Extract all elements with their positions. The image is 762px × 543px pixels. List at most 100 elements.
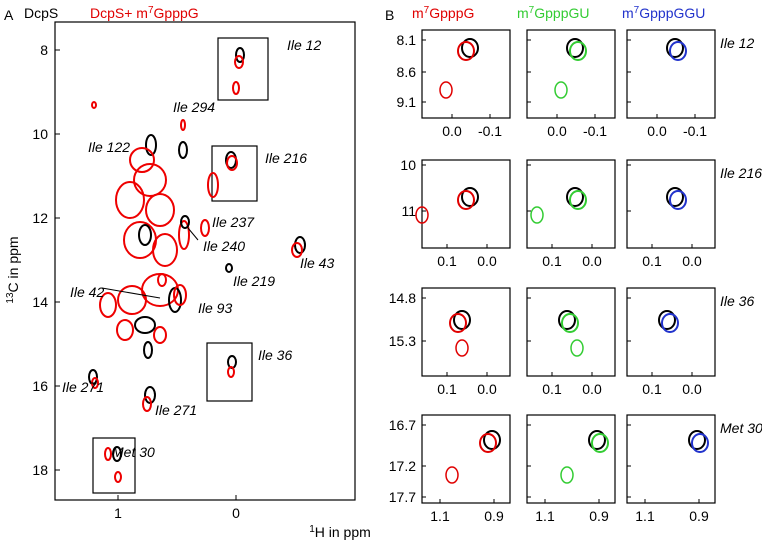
peak	[142, 396, 152, 412]
y-tick-label: 16	[32, 378, 48, 394]
peak	[114, 471, 122, 483]
text-part: 13	[5, 292, 16, 304]
peak-label: Ile 237	[212, 214, 255, 230]
peak	[227, 366, 235, 378]
peak-label: Ile 240	[203, 238, 245, 254]
y-tick-label: 10	[400, 157, 416, 173]
x-tick-label: 0.9	[689, 508, 709, 524]
peak-label: Ile 271	[62, 379, 104, 395]
row-label: Ile 216	[720, 165, 762, 181]
y-tick-label: 9.1	[397, 94, 417, 110]
peak	[226, 155, 238, 171]
y-tick-label: 12	[32, 210, 48, 226]
spectrum-box	[626, 287, 716, 377]
x-tick-label: 0.0	[582, 381, 602, 397]
text-part: m	[622, 5, 634, 21]
peak	[561, 313, 579, 333]
x-tick-label: 0.0	[547, 123, 567, 139]
x-tick-label: 0.1	[642, 253, 662, 269]
x-tick-label: 1.1	[635, 508, 655, 524]
legend-red: DcpS+ m7GpppG	[90, 5, 199, 22]
text-part: 1	[309, 524, 315, 535]
peak	[145, 193, 175, 227]
x-tick-label: 1.1	[430, 508, 450, 524]
spectrum-box	[626, 29, 716, 119]
text-part: 7	[148, 5, 154, 16]
leader	[101, 287, 161, 299]
peak	[104, 447, 112, 461]
spectrum-box	[626, 159, 716, 249]
peak	[453, 310, 471, 330]
peak	[570, 339, 584, 357]
peak	[117, 285, 147, 315]
peak-label: Ile 12	[287, 37, 321, 53]
y-tick-label: 16.7	[389, 417, 416, 433]
text-part: 7	[634, 5, 640, 16]
peak	[669, 41, 687, 61]
peak	[294, 236, 306, 254]
peak	[666, 38, 684, 58]
text-part: C in ppm	[5, 236, 21, 292]
x-tick-label: -0.1	[583, 123, 607, 139]
peak	[455, 339, 469, 357]
peak	[116, 319, 134, 341]
x-tick-label: 0.0	[647, 123, 667, 139]
peak-label: Ile 271	[155, 402, 197, 418]
column-header: m7GpppGU	[517, 5, 589, 22]
peak	[591, 433, 609, 453]
panel-a-frame	[54, 21, 356, 501]
x-tick-label: -0.1	[683, 123, 707, 139]
peak	[457, 41, 475, 61]
peak-label: Ile 36	[258, 347, 292, 363]
y-tick-label: 10	[32, 126, 48, 142]
text-part: m	[517, 5, 529, 21]
x-tick-label: -0.1	[478, 123, 502, 139]
peak	[461, 38, 479, 58]
x-tick-label: 0.0	[682, 381, 702, 397]
peak	[666, 187, 684, 207]
region-box	[206, 342, 253, 402]
peak	[234, 55, 244, 69]
spectrum-box	[421, 287, 511, 377]
spectrum-box	[626, 414, 716, 504]
peak	[457, 190, 475, 210]
spectrum-box	[421, 29, 511, 119]
peak	[145, 134, 157, 156]
y-axis-label: 13C in ppm	[5, 236, 22, 303]
x-axis-label: 1H in ppm	[309, 524, 371, 541]
peak	[235, 47, 245, 63]
text-part: 7	[424, 5, 430, 16]
peak	[554, 81, 568, 99]
x-tick-label: 0.9	[484, 508, 504, 524]
peak	[134, 316, 156, 334]
peak	[138, 224, 152, 246]
x-tick-label: 0.0	[477, 253, 497, 269]
peak	[180, 215, 190, 229]
peak	[479, 433, 497, 453]
spectrum-box	[526, 159, 616, 249]
peak	[415, 206, 429, 224]
text-part: 7	[529, 5, 535, 16]
text-part: m	[412, 5, 424, 21]
spectrum-box	[526, 29, 616, 119]
peak	[558, 310, 576, 330]
peak	[225, 263, 233, 273]
peak	[232, 81, 240, 95]
text-part: GpppGGU	[639, 5, 705, 21]
peak	[178, 141, 188, 159]
peak-label: Ile 93	[198, 300, 232, 316]
peak	[483, 430, 501, 450]
x-tick-label: 0	[232, 505, 240, 521]
row-label: Ile 12	[720, 35, 754, 51]
region-box	[92, 437, 136, 494]
peak	[115, 181, 145, 219]
peak	[439, 81, 453, 99]
peak	[112, 446, 122, 462]
peak-label: Ile 294	[173, 99, 215, 115]
x-tick-label: 1.1	[535, 508, 555, 524]
peak-label: Ile 122	[88, 139, 130, 155]
peak	[133, 163, 167, 197]
peak	[129, 147, 155, 173]
row-label: Ile 36	[720, 293, 754, 309]
